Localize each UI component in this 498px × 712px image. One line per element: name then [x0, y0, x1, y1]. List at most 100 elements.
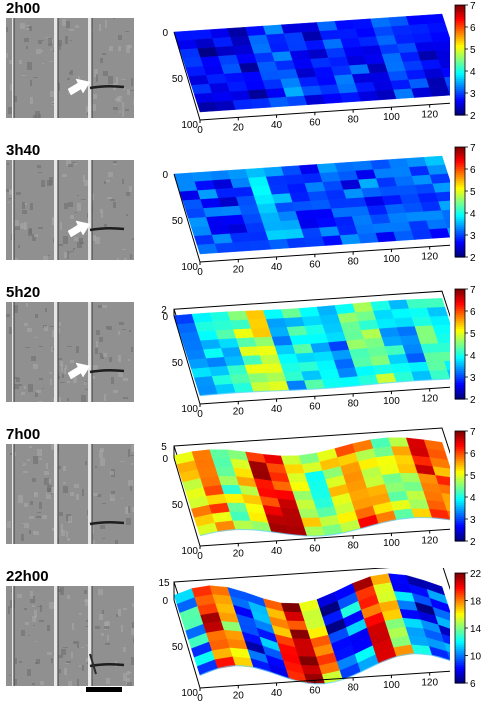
surface-cell [256, 345, 279, 356]
surface-cell [438, 484, 450, 495]
colorbar-tick-label: 5 [470, 329, 476, 340]
y-axis-line [173, 31, 201, 121]
surface-cell [245, 167, 267, 179]
surface-cell [283, 86, 305, 98]
surface-cell [384, 203, 407, 215]
surface-cell [214, 100, 237, 112]
surface-cell [328, 56, 350, 68]
surface-cell [429, 646, 450, 661]
x-tick-label: 120 [421, 252, 438, 263]
panel-4: 7h005020406080100120140050100765432 [0, 426, 498, 568]
micrograph-image [6, 444, 134, 544]
surface-cell [408, 361, 430, 373]
surface-cell [232, 99, 254, 110]
surface-cell [250, 185, 273, 197]
colorbar-tick-label: 5 [470, 471, 476, 482]
colorbar: 7 6 5 4 3 2 [454, 143, 476, 264]
surface-cell [354, 224, 377, 235]
surface-cell [271, 193, 294, 204]
x-tick-label: 20 [233, 406, 245, 417]
surface-cell [292, 638, 314, 649]
surface-cell [292, 200, 314, 212]
surface-cell [292, 343, 314, 355]
surface-cell [346, 55, 368, 66]
surface-cell [307, 190, 329, 202]
surface-cell [223, 72, 246, 84]
y-tick-label: 50 [172, 74, 184, 85]
x-axis-line [199, 386, 450, 405]
surface-cell [429, 228, 450, 239]
surface-cell [337, 28, 359, 40]
surface-cell [417, 334, 439, 345]
surface-cell [223, 493, 246, 504]
surface-cell [173, 172, 196, 184]
surface-cell [283, 317, 306, 328]
surface-cell [429, 173, 450, 185]
x-tick-label: 100 [383, 254, 400, 265]
surface-cell [435, 615, 450, 630]
surface-cell [298, 76, 320, 88]
colorbar-tick-label: 6 [470, 679, 476, 690]
colorbar-tick-label: 3 [470, 89, 476, 100]
surface-cell [426, 306, 449, 318]
surface-cell [227, 310, 249, 321]
surface-cell [289, 192, 311, 203]
surface-cell [182, 57, 204, 68]
x-tick-label: 0 [197, 125, 203, 136]
z-tick-label: 5 [161, 442, 167, 453]
surface-cell [388, 158, 410, 169]
surface-cell [391, 446, 413, 456]
colorbar-tick-label: 2 [470, 111, 476, 122]
surface-cell [283, 228, 305, 240]
surface-cell [196, 101, 219, 113]
surface-cell [283, 611, 306, 622]
surface-cell [390, 79, 412, 91]
surface-cell [370, 300, 392, 312]
surface-cell [185, 66, 207, 77]
surface-cell [438, 342, 450, 353]
surface-cell [301, 85, 323, 97]
surface-cell [248, 318, 270, 330]
surface-cell [319, 171, 341, 183]
surface-cell [191, 171, 213, 182]
surface-cell [233, 186, 255, 198]
x-tick-label: 20 [233, 548, 245, 559]
y-tick-label: 100 [181, 262, 198, 273]
surface-cell [304, 236, 326, 248]
surface-cell [301, 173, 323, 184]
surface-cell [319, 84, 341, 95]
surface-cell [191, 312, 213, 324]
surface-cell [423, 210, 445, 221]
surface-cell [316, 75, 338, 87]
surface-cell [388, 437, 410, 447]
x-tick-label: 0 [197, 551, 203, 562]
surface-cell [363, 54, 386, 65]
x-tick-label: 40 [271, 404, 283, 415]
surface-edge [199, 516, 450, 537]
surface-cell [215, 329, 237, 340]
surface-cell [381, 52, 404, 64]
colorbar-tick-label: 22 [470, 569, 482, 580]
surface-cell [295, 499, 317, 510]
surface-cell [322, 180, 344, 192]
surface-cell [333, 74, 356, 85]
surface-cell [316, 217, 338, 229]
surface-cell [411, 370, 433, 382]
surface-cell [426, 361, 448, 372]
surface-cell [197, 189, 219, 200]
surface-cell [441, 67, 450, 78]
x-tick-label: 120 [421, 110, 438, 121]
surface-cell [268, 184, 291, 195]
surface-cell [408, 499, 430, 510]
surface-cell [348, 64, 371, 75]
x-axis-line [199, 102, 450, 121]
surface-cell [197, 330, 219, 341]
panel-2: 3h40020406080100120140050100765432 [0, 142, 498, 284]
surface-cell [438, 624, 450, 637]
surface-cell [396, 184, 419, 196]
colorbar-tick-label: 3 [470, 231, 476, 242]
surface-cell [446, 369, 450, 380]
x-tick-label: 120 [421, 536, 438, 547]
colorbar: 7 6 5 4 3 2 [454, 285, 476, 406]
y-tick-label: 50 [172, 216, 184, 227]
